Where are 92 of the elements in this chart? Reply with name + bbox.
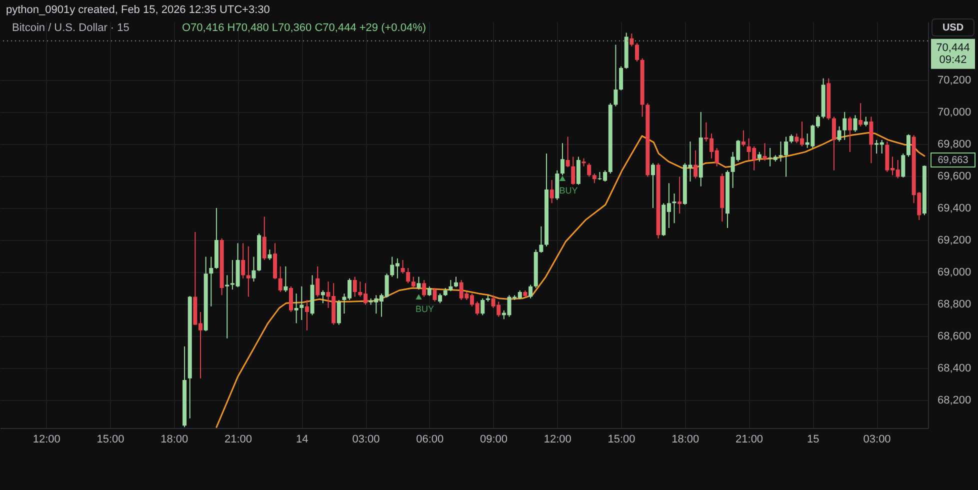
y-tick-label: 69,400 xyxy=(938,202,972,214)
y-tick-label: 69,200 xyxy=(938,234,972,246)
candlestick xyxy=(278,266,282,292)
candlestick xyxy=(672,193,676,224)
candlestick xyxy=(762,142,767,162)
candlestick xyxy=(352,276,357,298)
y-tick-label: 69,000 xyxy=(938,266,972,278)
x-tick-label: 06:00 xyxy=(416,434,444,446)
candlestick xyxy=(480,298,485,316)
candlestick xyxy=(316,266,320,298)
candlestick xyxy=(539,226,544,254)
candlestick xyxy=(858,102,863,127)
chart-subtitle: O70,416 H70,480 L70,360 C70,444 +29 (+0.04%) xyxy=(182,22,426,34)
x-tick-label: 14 xyxy=(296,434,308,446)
y-tick-label: 70,200 xyxy=(938,74,972,86)
chart-title: Bitcoin / U.S. Dollar · 15 xyxy=(12,22,130,34)
candlestick xyxy=(678,176,682,214)
y-tick-label: 69,600 xyxy=(938,170,972,182)
candlestick xyxy=(438,293,442,304)
candlestick xyxy=(842,111,847,140)
x-tick-label: 21:00 xyxy=(736,434,764,446)
candlestick xyxy=(454,276,458,288)
candlestick xyxy=(784,136,788,178)
x-tick-label: 15 xyxy=(807,434,820,446)
candlestick xyxy=(416,276,421,290)
candlestick xyxy=(832,116,836,171)
candlestick xyxy=(619,66,624,91)
x-tick-label: 12:00 xyxy=(544,434,572,446)
candlestick xyxy=(268,249,272,260)
candlestick xyxy=(336,299,341,326)
candlestick xyxy=(241,242,246,279)
candlestick xyxy=(209,256,214,307)
x-tick-label: 03:00 xyxy=(863,434,891,446)
candlestick xyxy=(284,266,288,292)
y-tick-label: 69,800 xyxy=(938,138,972,150)
candlestick xyxy=(448,279,453,292)
x-tick-label: 12:00 xyxy=(32,434,60,446)
ref-line-label: 70,444 09:42 xyxy=(936,42,970,66)
candlestick xyxy=(400,259,405,274)
candlestick xyxy=(630,33,634,47)
x-tick-label: 15:00 xyxy=(608,434,636,446)
candlestick xyxy=(853,114,858,132)
candlestick xyxy=(757,151,762,162)
candlestick xyxy=(406,267,410,284)
candlestick xyxy=(650,162,655,208)
candlestick xyxy=(300,286,304,320)
y-tick-label: 68,400 xyxy=(938,362,972,374)
candlestick xyxy=(550,179,554,204)
candlestick xyxy=(587,162,592,178)
y-tick-label: 70,000 xyxy=(938,106,972,118)
y-tick-label: 68,200 xyxy=(938,394,972,406)
candlestick xyxy=(560,142,564,176)
y-axis-title: USD xyxy=(942,22,964,34)
candlestick xyxy=(320,290,325,304)
candlestick xyxy=(741,130,746,147)
x-tick-label: 18:00 xyxy=(160,434,188,446)
candlestick xyxy=(411,276,416,288)
x-tick-label: 03:00 xyxy=(352,434,380,446)
candlestick xyxy=(614,44,618,107)
annotation: BUY xyxy=(415,304,434,314)
y-tick-label: 68,800 xyxy=(938,298,972,310)
candlestick xyxy=(252,256,256,282)
candlestick xyxy=(294,293,298,324)
candlestick xyxy=(778,141,783,162)
y-tick-label: 68,600 xyxy=(938,330,972,342)
candlestick xyxy=(837,126,842,142)
x-tick-label: 21:00 xyxy=(224,434,252,446)
candlestick xyxy=(571,156,576,186)
x-tick-label: 15:00 xyxy=(96,434,124,446)
candlestick xyxy=(246,246,250,298)
candlestick xyxy=(869,116,874,164)
candlestick xyxy=(566,136,570,168)
x-tick-label: 09:00 xyxy=(480,434,508,446)
candlestick xyxy=(289,286,293,312)
candlestick xyxy=(304,299,309,331)
text: python_0901y created, Feb 15, 2026 12:35 UTC+3:30 xyxy=(6,4,270,16)
candlestick xyxy=(901,153,906,178)
candlestick xyxy=(528,284,533,299)
candlestick xyxy=(592,173,596,184)
x-tick-label: 18:00 xyxy=(672,434,700,446)
candlestick xyxy=(864,116,868,127)
candlestick xyxy=(427,286,432,296)
text: 69,663 xyxy=(938,155,969,166)
candlestick xyxy=(262,216,266,260)
candlestick xyxy=(906,134,910,158)
candlestick xyxy=(848,116,852,152)
candlestick xyxy=(422,279,426,298)
candlestick xyxy=(694,150,698,179)
annotation: BUY xyxy=(559,185,578,196)
candlestick xyxy=(635,42,639,62)
candlestick xyxy=(225,274,230,339)
candlestick xyxy=(432,287,437,302)
